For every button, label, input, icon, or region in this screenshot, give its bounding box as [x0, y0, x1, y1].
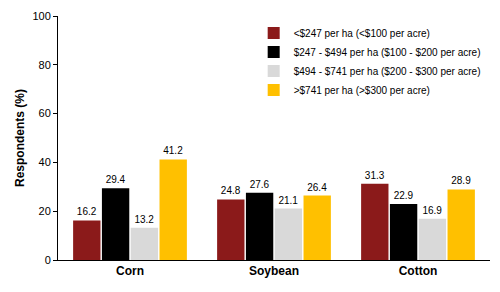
svg-text:27.6: 27.6: [250, 179, 270, 190]
svg-text:<$247 per ha (<$100 per acre): <$247 per ha (<$100 per acre): [294, 28, 430, 39]
svg-text:13.2: 13.2: [134, 214, 154, 225]
svg-text:Soybean: Soybean: [249, 264, 299, 278]
svg-text:24.8: 24.8: [221, 185, 241, 196]
svg-text:60: 60: [39, 107, 51, 119]
svg-text:80: 80: [39, 59, 51, 71]
svg-text:Respondents (%): Respondents (%): [13, 89, 27, 187]
svg-text:16.9: 16.9: [422, 205, 442, 216]
svg-text:20: 20: [39, 205, 51, 217]
svg-text:28.9: 28.9: [451, 175, 471, 186]
svg-text:0: 0: [45, 254, 51, 266]
svg-text:31.3: 31.3: [365, 170, 385, 181]
svg-text:26.4: 26.4: [307, 182, 327, 193]
svg-text:>$741 per ha (>$300 per acre): >$741 per ha (>$300 per acre): [294, 85, 430, 96]
svg-text:Corn: Corn: [116, 264, 144, 278]
svg-text:$247 - $494 per ha ($100 - $20: $247 - $494 per ha ($100 - $200 per acre…: [294, 47, 481, 58]
svg-text:41.2: 41.2: [163, 145, 183, 156]
svg-text:$494 - $741 per ha ($200 - $30: $494 - $741 per ha ($200 - $300 per acre…: [294, 66, 481, 77]
svg-text:22.9: 22.9: [394, 190, 414, 201]
svg-text:16.2: 16.2: [77, 206, 97, 217]
svg-text:29.4: 29.4: [106, 174, 126, 185]
svg-text:21.1: 21.1: [278, 195, 298, 206]
svg-text:Cotton: Cotton: [399, 264, 438, 278]
svg-text:100: 100: [32, 10, 50, 22]
svg-text:40: 40: [39, 156, 51, 168]
